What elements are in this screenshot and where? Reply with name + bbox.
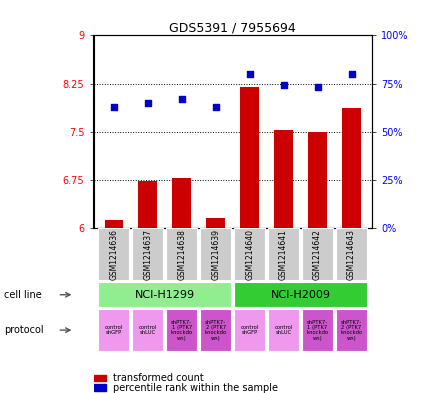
Text: protocol: protocol (4, 325, 44, 335)
Text: shPTK7-
1 (PTK7
knockdo
wn): shPTK7- 1 (PTK7 knockdo wn) (171, 320, 193, 341)
Point (280, 82, 287, 88)
Bar (98, 282, 231, 307)
Text: control
shLUC: control shLUC (139, 325, 157, 335)
Text: GSM1214639: GSM1214639 (211, 229, 220, 280)
Text: shPTK7-
2 (PTK7
knockdo
wn): shPTK7- 2 (PTK7 knockdo wn) (340, 320, 363, 341)
Point (110, 103, 117, 110)
Bar (268, 309, 299, 351)
Bar (207, 218, 225, 228)
Bar (94, 375, 106, 381)
Text: GSM1214642: GSM1214642 (313, 229, 322, 280)
Point (178, 96, 185, 102)
Point (246, 71, 253, 77)
Bar (308, 132, 327, 228)
Text: GSM1214638: GSM1214638 (177, 229, 186, 280)
Text: GSM1214636: GSM1214636 (109, 229, 119, 280)
Bar (336, 228, 367, 281)
Bar (166, 309, 197, 351)
Text: control
shLUC: control shLUC (275, 325, 293, 335)
Text: control
shGFP: control shGFP (105, 325, 123, 335)
Text: transformed count: transformed count (113, 373, 204, 383)
Text: GSM1214637: GSM1214637 (143, 229, 152, 280)
Bar (173, 178, 191, 228)
Bar (105, 220, 123, 228)
Bar (234, 228, 265, 281)
Text: GSM1214641: GSM1214641 (279, 229, 288, 280)
Bar (94, 384, 106, 391)
Point (348, 71, 355, 77)
Point (144, 99, 151, 106)
Text: shPTK7-
2 (PTK7
knockdo
wn): shPTK7- 2 (PTK7 knockdo wn) (205, 320, 227, 341)
Bar (240, 87, 259, 228)
Bar (98, 228, 130, 281)
Bar (166, 228, 197, 281)
Bar (336, 309, 367, 351)
Bar (132, 309, 164, 351)
Bar (268, 228, 299, 281)
Text: GSM1214640: GSM1214640 (245, 229, 254, 280)
Text: cell line: cell line (4, 290, 42, 300)
Text: percentile rank within the sample: percentile rank within the sample (113, 383, 278, 393)
Bar (139, 181, 157, 228)
Bar (200, 309, 231, 351)
Bar (132, 228, 164, 281)
Bar (234, 309, 265, 351)
Text: shPTK7-
1 (PTK7
knockdo
wn): shPTK7- 1 (PTK7 knockdo wn) (306, 320, 329, 341)
Title: GDS5391 / 7955694: GDS5391 / 7955694 (169, 21, 296, 34)
Text: NCI-H1299: NCI-H1299 (135, 290, 195, 300)
Bar (302, 228, 333, 281)
Bar (302, 309, 333, 351)
Bar (342, 108, 361, 228)
Bar (200, 228, 231, 281)
Text: GSM1214643: GSM1214643 (347, 229, 356, 280)
Text: control
shGFP: control shGFP (241, 325, 259, 335)
Point (212, 103, 219, 110)
Bar (234, 282, 367, 307)
Text: NCI-H2009: NCI-H2009 (271, 290, 331, 300)
Bar (274, 130, 293, 228)
Point (314, 84, 321, 90)
Bar (98, 309, 130, 351)
